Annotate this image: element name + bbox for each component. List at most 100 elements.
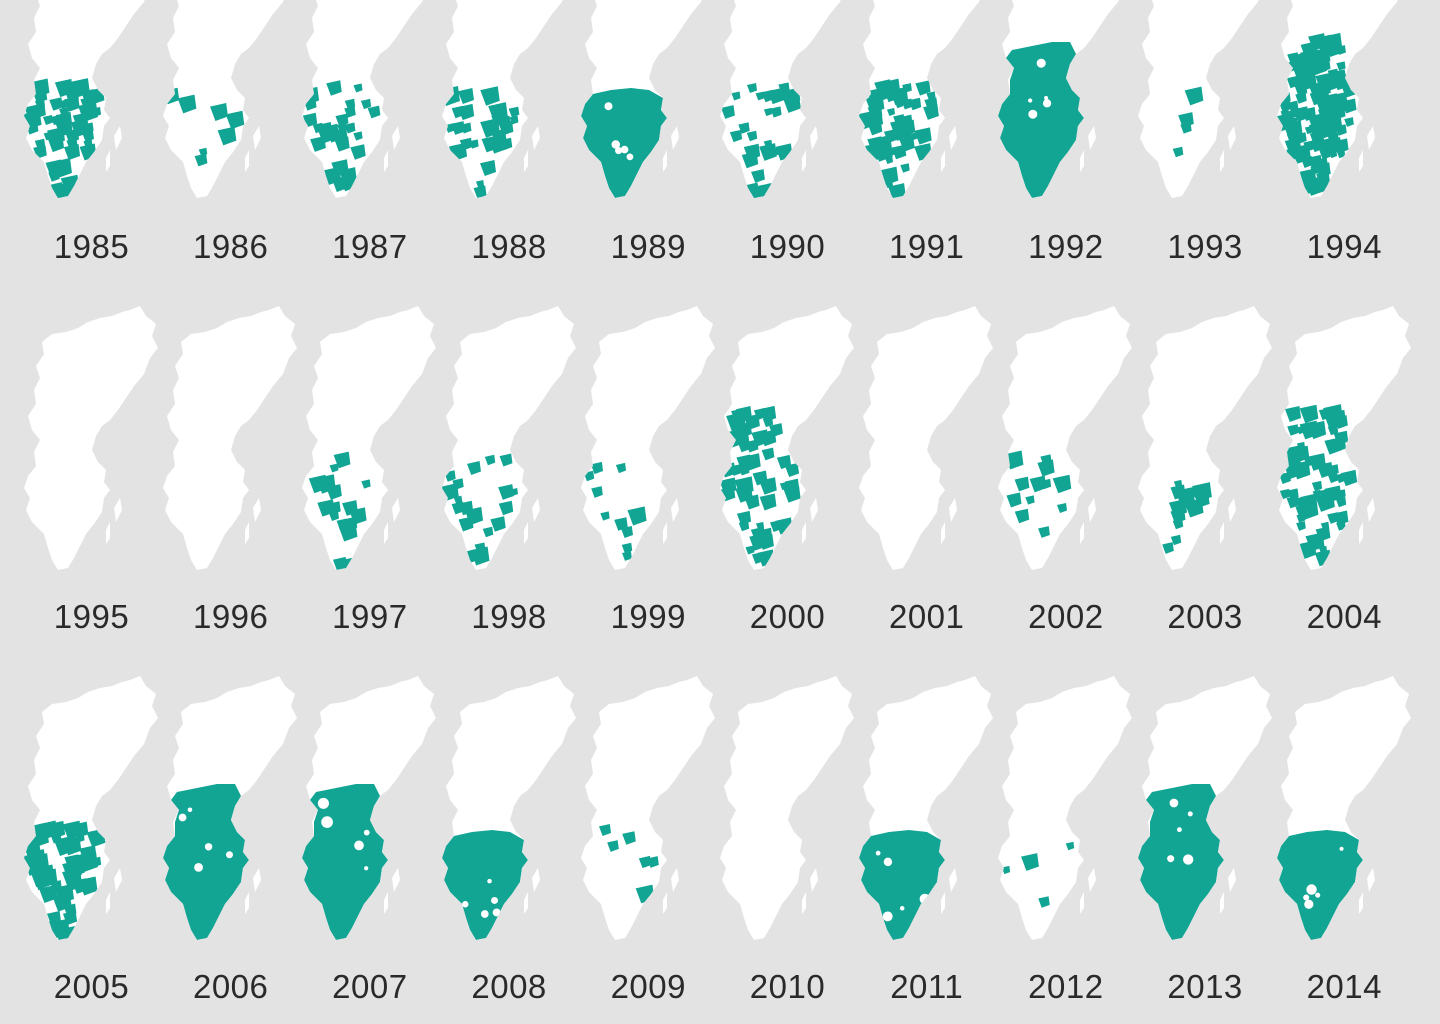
- affected-area: [163, 784, 250, 940]
- year-label: 2008: [471, 968, 547, 1005]
- affected-patch: [1053, 474, 1072, 494]
- affected-patch: [590, 486, 603, 498]
- affected-patch: [867, 120, 883, 136]
- unaffected-gap: [364, 829, 371, 836]
- affected-patch: [338, 522, 358, 542]
- island-gotland: [949, 498, 958, 522]
- affected-patch: [621, 542, 633, 554]
- sweden-map-2007: [302, 676, 437, 940]
- affected-patch: [484, 454, 495, 466]
- affected-patch: [606, 840, 619, 852]
- affected-patch: [1333, 138, 1349, 154]
- island-gotland: [531, 498, 540, 522]
- affected-patch: [48, 170, 60, 182]
- affected-patch: [1314, 492, 1335, 512]
- affected-patch: [475, 179, 484, 189]
- year-label: 2004: [1306, 598, 1382, 635]
- year-label: 2009: [610, 968, 686, 1005]
- year-label: 1989: [610, 228, 686, 265]
- island-gotland: [949, 868, 958, 892]
- sweden-map-2006: [163, 676, 298, 940]
- island-gotland: [531, 868, 540, 892]
- affected-patch: [1184, 86, 1203, 106]
- affected-patch: [1015, 508, 1030, 524]
- year-label: 1988: [471, 228, 547, 265]
- affected-patch: [1038, 526, 1051, 538]
- affected-regions: [1004, 450, 1072, 538]
- unaffected-gap: [1043, 99, 1052, 108]
- island-oland: [1219, 150, 1224, 172]
- affected-patch: [62, 836, 82, 856]
- affected-regions: [302, 80, 381, 192]
- island-oland: [384, 150, 389, 172]
- affected-patch: [458, 516, 474, 532]
- island-gotland: [392, 126, 401, 150]
- affected-patch: [479, 159, 496, 177]
- island-oland: [245, 892, 250, 914]
- affected-patch: [90, 856, 102, 868]
- affected-patch: [759, 143, 777, 161]
- affected-patch: [49, 97, 63, 111]
- year-label: 1987: [332, 228, 408, 265]
- affected-patch: [783, 485, 801, 503]
- affected-patch: [1025, 495, 1036, 505]
- affected-patch: [755, 91, 765, 101]
- sweden-map-2012: [998, 676, 1133, 940]
- country-outline: [580, 676, 715, 940]
- affected-patch: [1327, 424, 1339, 436]
- unaffected-gap: [490, 896, 498, 904]
- island-oland: [245, 150, 250, 172]
- island-gotland: [670, 868, 679, 892]
- affected-patch: [499, 137, 512, 151]
- year-label: 2007: [332, 968, 408, 1005]
- island-oland: [941, 522, 946, 544]
- affected-regions: [1137, 784, 1224, 940]
- affected-patch: [885, 155, 894, 165]
- affected-patch: [783, 95, 801, 113]
- affected-patch: [741, 151, 759, 169]
- year-map-1998: 1998: [440, 302, 579, 635]
- year-map-1999: 1999: [579, 302, 718, 635]
- unaffected-gap: [492, 908, 501, 917]
- affected-regions: [1161, 479, 1212, 554]
- affected-patch: [177, 94, 197, 114]
- unaffected-gap: [614, 147, 622, 155]
- affected-patch: [744, 494, 760, 510]
- island-gotland: [1088, 126, 1097, 150]
- year-map-2009: 2009: [579, 672, 718, 1005]
- affected-regions: [1276, 32, 1357, 196]
- affected-patch: [622, 831, 636, 845]
- year-map-1987: 1987: [300, 0, 439, 265]
- year-label: 1986: [192, 228, 269, 265]
- unaffected-gap: [364, 866, 369, 871]
- island-gotland: [531, 126, 540, 150]
- year-map-2007: 2007: [300, 672, 439, 1005]
- affected-regions: [24, 78, 105, 198]
- affected-regions: [1278, 404, 1357, 567]
- year-map-2004: 2004: [1275, 302, 1414, 635]
- island-oland: [1080, 892, 1085, 914]
- affected-patch: [1319, 60, 1331, 72]
- year-label: 1999: [610, 598, 686, 635]
- island-oland: [1219, 522, 1224, 544]
- affected-patch: [489, 516, 506, 532]
- island-gotland: [810, 868, 818, 892]
- country-outline: [720, 676, 854, 940]
- year-label: 1996: [192, 598, 269, 635]
- unaffected-gap: [480, 910, 489, 918]
- country-outline: [302, 306, 437, 570]
- island-oland: [802, 522, 806, 544]
- affected-patch: [1326, 464, 1339, 476]
- affected-patch: [90, 106, 102, 118]
- sweden-map-1999: [580, 306, 715, 570]
- year-label: 2000: [749, 598, 826, 635]
- year-label: 1997: [332, 598, 408, 635]
- affected-patch: [762, 416, 774, 428]
- affected-patch: [908, 97, 922, 111]
- affected-patch: [1172, 518, 1183, 530]
- affected-patch: [1335, 440, 1346, 452]
- sweden-map-1992: [998, 0, 1120, 198]
- sweden-map-1998: [441, 306, 576, 570]
- affected-regions: [859, 830, 946, 940]
- affected-patch: [627, 506, 647, 526]
